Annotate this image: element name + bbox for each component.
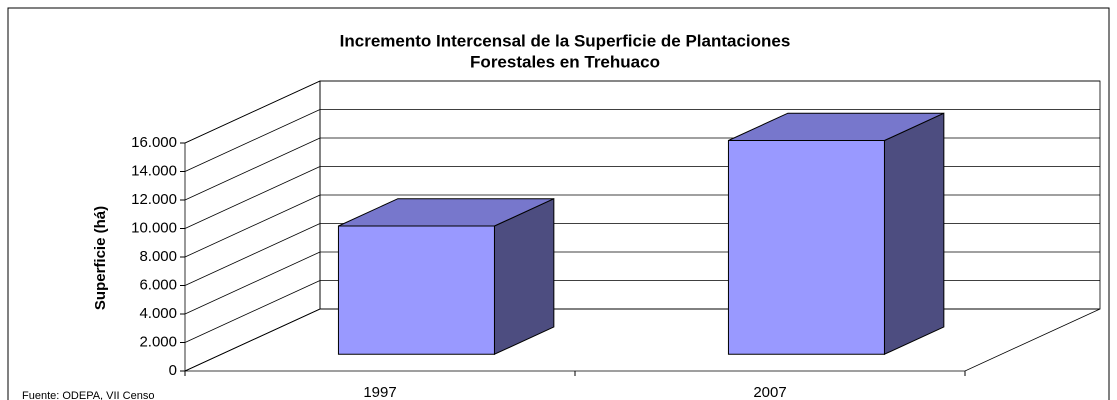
y-tick-label: 8.000 xyxy=(139,248,177,265)
y-tick-label: 2.000 xyxy=(139,333,177,350)
grid-line xyxy=(184,109,321,172)
y-tick-label: 14.000 xyxy=(131,162,177,179)
x-tick-label: 2007 xyxy=(753,384,786,400)
grid-line xyxy=(184,194,321,258)
y-tick-label: 16.000 xyxy=(131,134,177,151)
bar-side xyxy=(883,112,945,356)
grid-line xyxy=(184,223,321,286)
grid-line xyxy=(184,308,321,372)
grid-line xyxy=(184,251,321,315)
grid-line xyxy=(184,280,321,343)
grid-line xyxy=(184,166,321,229)
y-tick-label: 10.000 xyxy=(131,219,177,236)
grid-line xyxy=(184,137,321,201)
chart-title: Incremento Intercensal de la Superficie … xyxy=(340,31,791,50)
y-axis-label: Superficie (há) xyxy=(92,206,109,310)
bar xyxy=(727,140,885,355)
y-tick-label: 0 xyxy=(169,362,177,379)
grid-line xyxy=(184,80,321,144)
chart-title: Forestales en Trehuaco xyxy=(470,52,660,71)
x-tick-label: 1997 xyxy=(363,384,396,400)
bar xyxy=(337,225,495,355)
y-tick-label: 6.000 xyxy=(139,276,177,293)
y-tick-label: 12.000 xyxy=(131,191,177,208)
source-note: Fuente: ODEPA, VII Censo xyxy=(22,390,154,400)
y-tick-label: 4.000 xyxy=(139,305,177,322)
